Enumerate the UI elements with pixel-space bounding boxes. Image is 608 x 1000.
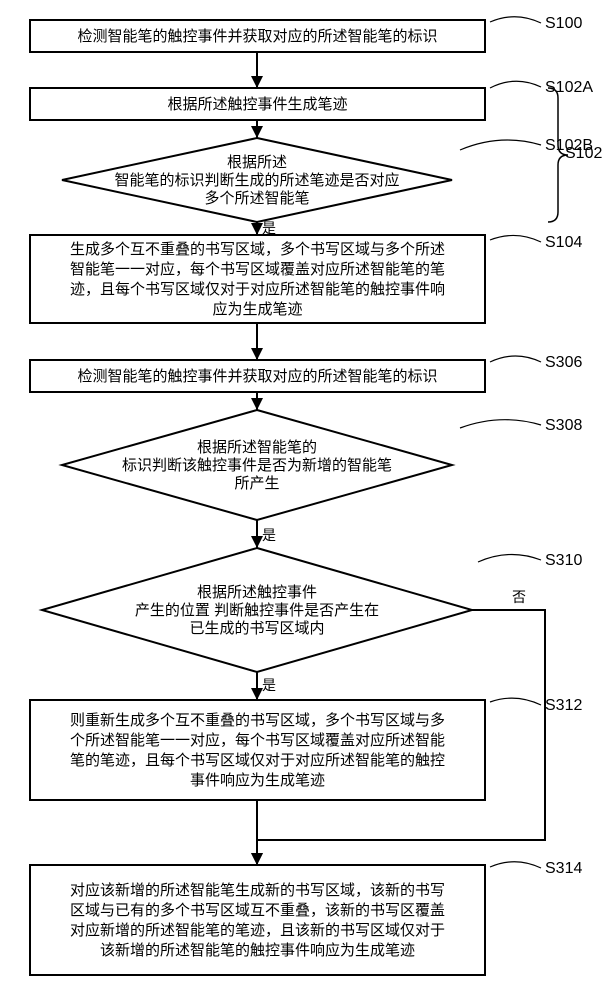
svg-text:标识判断该触控事件是否为新增的智能笔: 标识判断该触控事件是否为新增的智能笔 <box>122 456 392 474</box>
svg-text:已生成的书写区域内: 已生成的书写区域内 <box>189 620 324 637</box>
svg-text:所产生: 所产生 <box>234 475 279 492</box>
svg-text:对应该新增的所述智能笔生成新的书写区域，该新的书写: 对应该新增的所述智能笔生成新的书写区域，该新的书写 <box>70 881 445 899</box>
step-label-s312: S312 <box>545 697 582 714</box>
svg-text:检测智能笔的触控事件并获取对应的所述智能笔的标识: 检测智能笔的触控事件并获取对应的所述智能笔的标识 <box>77 27 437 45</box>
svg-text:检测智能笔的触控事件并获取对应的所述智能笔的标识: 检测智能笔的触控事件并获取对应的所述智能笔的标识 <box>77 367 437 385</box>
svg-text:则重新生成多个互不重叠的书写区域，多个书写区域与多: 则重新生成多个互不重叠的书写区域，多个书写区域与多 <box>70 712 445 729</box>
svg-text:对应新增的所述智能笔的笔迹，且该新的书写区域仅对于: 对应新增的所述智能笔的笔迹，且该新的书写区域仅对于 <box>70 921 445 939</box>
leader-s308 <box>460 420 541 428</box>
svg-text:区域与已有的多个书写区域互不重叠，该新的书写区覆盖: 区域与已有的多个书写区域互不重叠，该新的书写区覆盖 <box>70 902 445 919</box>
leader-s312 <box>490 698 541 705</box>
svg-text:根据所述触控事件生成笔迹: 根据所述触控事件生成笔迹 <box>167 96 347 113</box>
branch-yes: 是 <box>262 527 276 543</box>
step-label-s314: S314 <box>545 860 582 877</box>
leader-s102b <box>460 140 541 150</box>
svg-text:应为生成笔迹: 应为生成笔迹 <box>212 300 302 318</box>
leader-s104 <box>490 235 541 242</box>
svg-text:智能笔的标识判断生成的所述笔迹是否对应: 智能笔的标识判断生成的所述笔迹是否对应 <box>114 171 399 189</box>
leader-s310 <box>478 554 541 562</box>
step-label-s100: S100 <box>545 15 582 32</box>
svg-text:根据所述: 根据所述 <box>227 154 287 171</box>
step-label-s308: S308 <box>545 417 582 434</box>
svg-text:智能笔一一对应，每个书写区域覆盖对应所述智能笔的笔: 智能笔一一对应，每个书写区域覆盖对应所述智能笔的笔 <box>70 260 445 278</box>
step-label-s306: S306 <box>545 354 582 371</box>
svg-text:事件响应为生成笔迹: 事件响应为生成笔迹 <box>190 771 325 789</box>
step-label-s102b: S102B <box>545 137 593 154</box>
flowchart-diagram: 检测智能笔的触控事件并获取对应的所述智能笔的标识根据所述触控事件生成笔迹生成多个… <box>0 0 608 1000</box>
step-label-s310: S310 <box>545 552 582 569</box>
svg-text:迹，且每个书写区域仅对于对应所述智能笔的触控事件响: 迹，且每个书写区域仅对于对应所述智能笔的触控事件响 <box>70 280 445 298</box>
svg-text:根据所述触控事件: 根据所述触控事件 <box>197 584 317 601</box>
leader-s100 <box>490 17 541 23</box>
step-label-s104: S104 <box>545 234 582 251</box>
leader-s102a <box>490 81 541 88</box>
svg-text:产生的位置 判断触控事件是否产生在: 产生的位置 判断触控事件是否产生在 <box>135 602 379 619</box>
svg-text:生成多个互不重叠的书写区域，多个书写区域与多个所述: 生成多个互不重叠的书写区域，多个书写区域与多个所述 <box>70 241 445 258</box>
svg-text:个所述智能笔一一对应，每个书写区域覆盖对应所述智能: 个所述智能笔一一对应，每个书写区域覆盖对应所述智能 <box>70 731 445 749</box>
branch-no: 否 <box>512 589 526 605</box>
svg-text:笔的笔迹，且每个书写区域仅对于对应所述智能笔的触控: 笔的笔迹，且每个书写区域仅对于对应所述智能笔的触控 <box>70 751 445 769</box>
leader-s306 <box>490 356 541 362</box>
svg-text:该新增的所述智能笔的触控事件响应为生成笔迹: 该新增的所述智能笔的触控事件响应为生成笔迹 <box>100 941 415 959</box>
svg-text:多个所述智能笔: 多个所述智能笔 <box>204 189 309 207</box>
step-label-s102a: S102A <box>545 79 593 96</box>
branch-yes: 是 <box>262 677 276 693</box>
svg-text:根据所述智能笔的: 根据所述智能笔的 <box>197 438 317 456</box>
leader-s314 <box>490 862 541 868</box>
branch-yes: 是 <box>262 220 276 236</box>
